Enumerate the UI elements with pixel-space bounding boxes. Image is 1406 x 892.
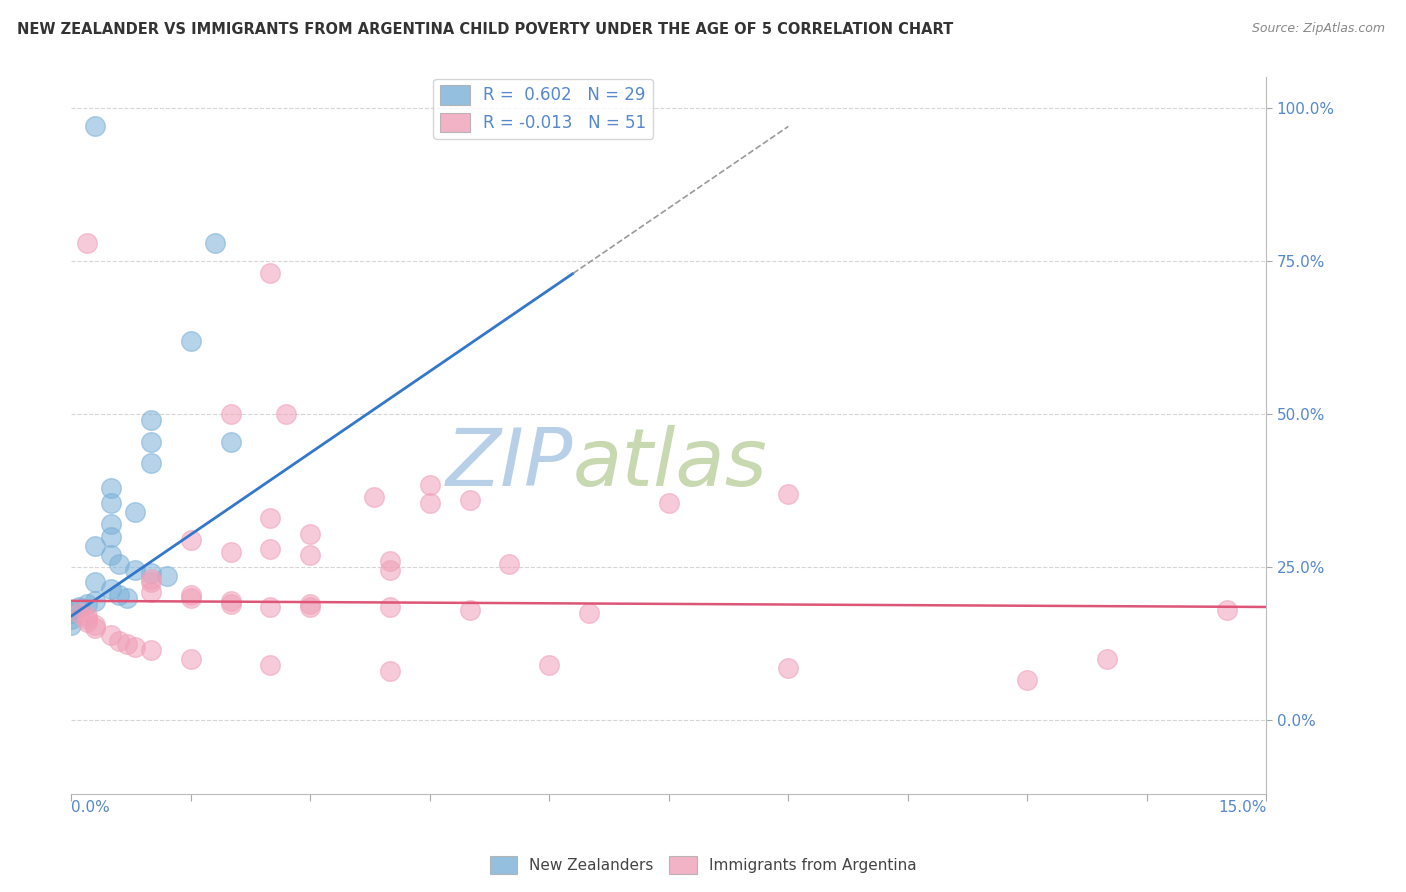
- Point: [299, 597, 322, 611]
- Point: [115, 591, 138, 605]
- Point: [76, 609, 98, 624]
- Point: [1095, 652, 1118, 666]
- Point: [124, 640, 146, 654]
- Point: [538, 658, 561, 673]
- Point: [180, 334, 202, 348]
- Point: [100, 548, 122, 562]
- Point: [498, 557, 520, 571]
- Point: [67, 599, 90, 614]
- Text: 0.0%: 0.0%: [72, 800, 110, 814]
- Point: [84, 618, 107, 632]
- Point: [76, 235, 98, 250]
- Point: [60, 612, 83, 626]
- Point: [139, 434, 162, 449]
- Text: Source: ZipAtlas.com: Source: ZipAtlas.com: [1251, 22, 1385, 36]
- Point: [259, 658, 281, 673]
- Point: [458, 492, 481, 507]
- Point: [378, 563, 401, 577]
- Point: [219, 594, 242, 608]
- Text: NEW ZEALANDER VS IMMIGRANTS FROM ARGENTINA CHILD POVERTY UNDER THE AGE OF 5 CORR: NEW ZEALANDER VS IMMIGRANTS FROM ARGENTI…: [17, 22, 953, 37]
- Point: [100, 496, 122, 510]
- Point: [60, 603, 83, 617]
- Point: [578, 606, 600, 620]
- Point: [458, 603, 481, 617]
- Point: [115, 637, 138, 651]
- Point: [180, 591, 202, 605]
- Point: [76, 615, 98, 630]
- Point: [67, 606, 90, 620]
- Point: [259, 511, 281, 525]
- Point: [84, 621, 107, 635]
- Point: [124, 505, 146, 519]
- Point: [276, 407, 298, 421]
- Point: [84, 539, 107, 553]
- Point: [108, 588, 131, 602]
- Point: [100, 627, 122, 641]
- Point: [139, 643, 162, 657]
- Legend: New Zealanders, Immigrants from Argentina: New Zealanders, Immigrants from Argentin…: [484, 850, 922, 880]
- Point: [139, 413, 162, 427]
- Text: ZIP: ZIP: [446, 425, 574, 503]
- Point: [1017, 673, 1039, 688]
- Point: [219, 597, 242, 611]
- Point: [299, 599, 322, 614]
- Point: [180, 533, 202, 547]
- Point: [180, 652, 202, 666]
- Point: [100, 530, 122, 544]
- Point: [100, 517, 122, 532]
- Point: [378, 665, 401, 679]
- Point: [259, 266, 281, 280]
- Point: [378, 599, 401, 614]
- Text: atlas: atlas: [574, 425, 768, 503]
- Point: [139, 573, 162, 587]
- Point: [1215, 603, 1237, 617]
- Point: [139, 584, 162, 599]
- Point: [84, 594, 107, 608]
- Point: [778, 486, 800, 500]
- Point: [299, 526, 322, 541]
- Point: [108, 557, 131, 571]
- Point: [204, 235, 226, 250]
- Point: [60, 618, 83, 632]
- Point: [84, 575, 107, 590]
- Point: [259, 541, 281, 556]
- Point: [378, 554, 401, 568]
- Point: [139, 575, 162, 590]
- Point: [219, 407, 242, 421]
- Point: [419, 496, 441, 510]
- Point: [259, 599, 281, 614]
- Point: [124, 563, 146, 577]
- Point: [658, 496, 681, 510]
- Point: [156, 569, 179, 583]
- Point: [60, 606, 83, 620]
- Point: [219, 545, 242, 559]
- Point: [139, 456, 162, 470]
- Point: [100, 582, 122, 596]
- Point: [778, 661, 800, 675]
- Legend: R =  0.602   N = 29, R = -0.013   N = 51: R = 0.602 N = 29, R = -0.013 N = 51: [433, 78, 654, 139]
- Point: [84, 120, 107, 134]
- Point: [299, 548, 322, 562]
- Point: [76, 612, 98, 626]
- Point: [363, 490, 385, 504]
- Point: [108, 633, 131, 648]
- Point: [100, 481, 122, 495]
- Text: 15.0%: 15.0%: [1218, 800, 1267, 814]
- Point: [219, 434, 242, 449]
- Point: [76, 597, 98, 611]
- Point: [139, 566, 162, 581]
- Point: [419, 477, 441, 491]
- Point: [180, 588, 202, 602]
